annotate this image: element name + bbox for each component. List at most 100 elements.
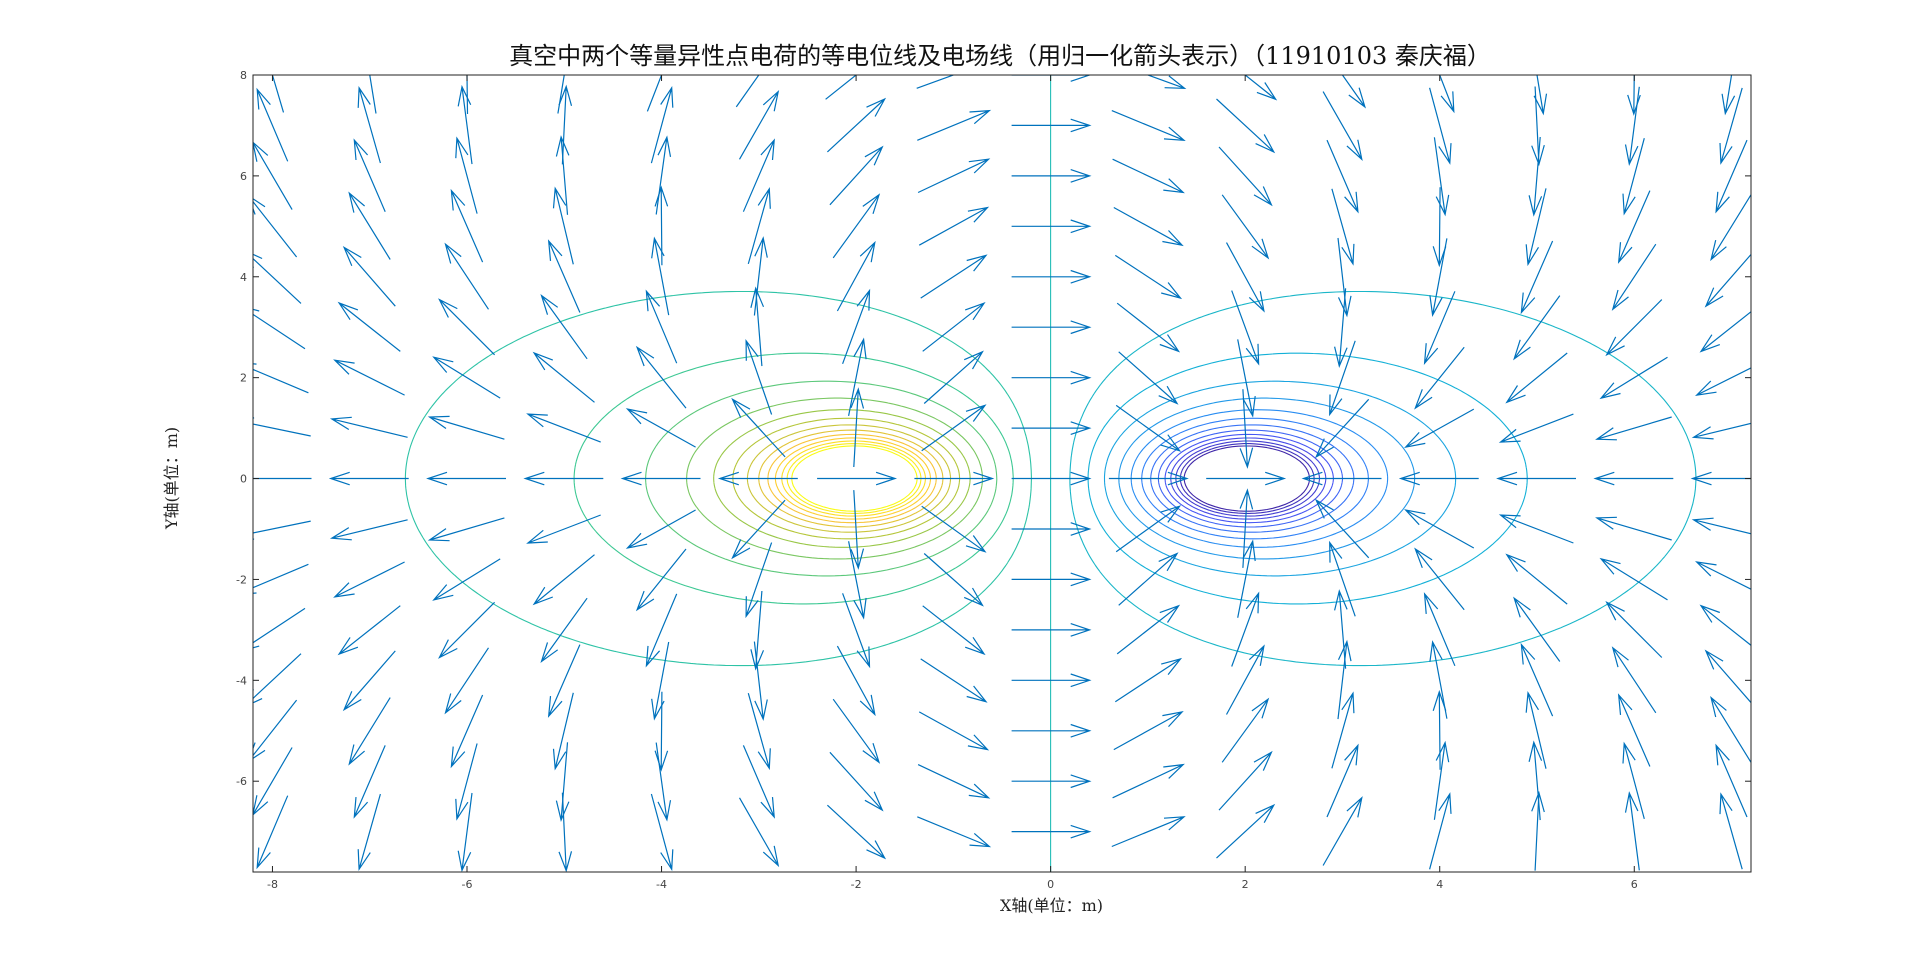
field-arrow (450, 694, 484, 769)
x-tick-label: -4 (656, 878, 667, 891)
field-arrow (1414, 547, 1465, 611)
field-arrow (1239, 488, 1254, 568)
field-arrow (836, 645, 876, 717)
field-arrow (342, 245, 396, 307)
field-arrow (1690, 471, 1751, 486)
field-arrow (825, 75, 858, 100)
field-arrow (635, 548, 687, 612)
field-arrow (1231, 591, 1260, 667)
field-arrow (1617, 693, 1651, 767)
field-arrow (526, 413, 601, 443)
field-arrow (745, 338, 773, 415)
field-arrow (1525, 188, 1547, 267)
field-arrow (253, 363, 309, 394)
chart-title: 真空中两个等量异性点电荷的等电位线及电场线（用归一化箭头表示）（11910103… (509, 42, 1491, 70)
x-tick-label: -2 (851, 878, 862, 891)
x-axis-label: X轴(单位：m) (999, 896, 1104, 915)
field-arrow (1244, 75, 1278, 101)
field-arrow (333, 561, 405, 598)
field-arrow (547, 239, 581, 313)
field-arrow (253, 417, 311, 437)
field-arrow (1206, 471, 1287, 486)
field-arrow (1599, 356, 1668, 400)
field-arrow (1617, 190, 1651, 264)
field-arrow (1414, 346, 1465, 410)
field-arrow (922, 605, 986, 656)
field-arrow (253, 253, 302, 304)
field-arrow (747, 186, 771, 265)
field-arrow (916, 75, 956, 89)
field-arrow (558, 792, 573, 872)
field-arrow (1423, 592, 1456, 667)
field-arrow (1599, 557, 1668, 601)
y-tick-label: -2 (236, 573, 247, 586)
field-arrow (253, 520, 311, 540)
axes-box (252, 74, 1752, 873)
field-arrow (455, 136, 478, 214)
field-arrow (742, 138, 775, 212)
field-arrow (1704, 253, 1751, 308)
field-arrow (466, 75, 469, 115)
field-arrow (1111, 816, 1186, 848)
field-arrow (836, 240, 876, 312)
field-arrow (918, 711, 990, 751)
field-arrow (645, 593, 678, 668)
field-arrow (1605, 600, 1663, 658)
field-arrow (923, 553, 984, 607)
field-arrow (557, 75, 565, 114)
field-arrow (922, 302, 986, 352)
field-arrow (1505, 352, 1568, 404)
field-arrow (357, 86, 381, 164)
field-arrow (1221, 697, 1270, 763)
field-arrow (826, 97, 887, 153)
contour-line (1118, 397, 1416, 560)
field-arrow (1216, 803, 1276, 859)
field-arrow (1694, 561, 1751, 590)
field-arrow (1108, 471, 1189, 486)
field-arrow (1531, 86, 1545, 167)
field-arrow (253, 607, 306, 649)
field-arrow (1341, 75, 1366, 109)
field-arrow (438, 298, 496, 356)
field-arrow (329, 519, 408, 541)
contour-line (758, 429, 944, 528)
field-arrow (920, 254, 988, 299)
field-arrow (1011, 522, 1092, 536)
x-tick-label: 4 (1436, 878, 1443, 891)
y-tick-label: 4 (240, 271, 247, 284)
y-tick-label: 6 (240, 170, 247, 183)
field-arrow (552, 692, 574, 771)
field-arrow (738, 89, 780, 160)
field-arrow (1011, 623, 1092, 637)
field-arrow (921, 505, 987, 553)
field-arrow (1719, 87, 1743, 165)
contour-line (1175, 440, 1320, 517)
field-arrow (552, 186, 574, 265)
field-arrow (450, 188, 484, 263)
field-arrow (369, 75, 377, 114)
field-arrow (1118, 351, 1179, 405)
field-arrow (555, 135, 570, 215)
field-arrow (1498, 514, 1574, 544)
field-arrow (1622, 138, 1645, 216)
y-tick-label: -6 (236, 775, 247, 788)
contour-line (573, 352, 1014, 605)
field-arrow (1595, 416, 1672, 441)
field-arrow (426, 471, 506, 486)
field-arrow (1011, 269, 1092, 284)
field-arrow (1011, 421, 1092, 435)
y-tick-label: -4 (236, 674, 247, 687)
field-arrow (1699, 604, 1751, 647)
field-arrow (1439, 75, 1455, 114)
y-tick-label: 8 (240, 69, 247, 82)
field-arrow (253, 563, 309, 594)
field-arrow (1011, 572, 1092, 587)
field-arrow (455, 743, 478, 821)
field-arrow (1239, 389, 1254, 469)
field-arrow (753, 236, 768, 316)
field-arrow (920, 658, 988, 703)
field-arrow (832, 698, 881, 764)
field-arrow (1337, 237, 1352, 318)
field-arrow (1533, 75, 1548, 116)
